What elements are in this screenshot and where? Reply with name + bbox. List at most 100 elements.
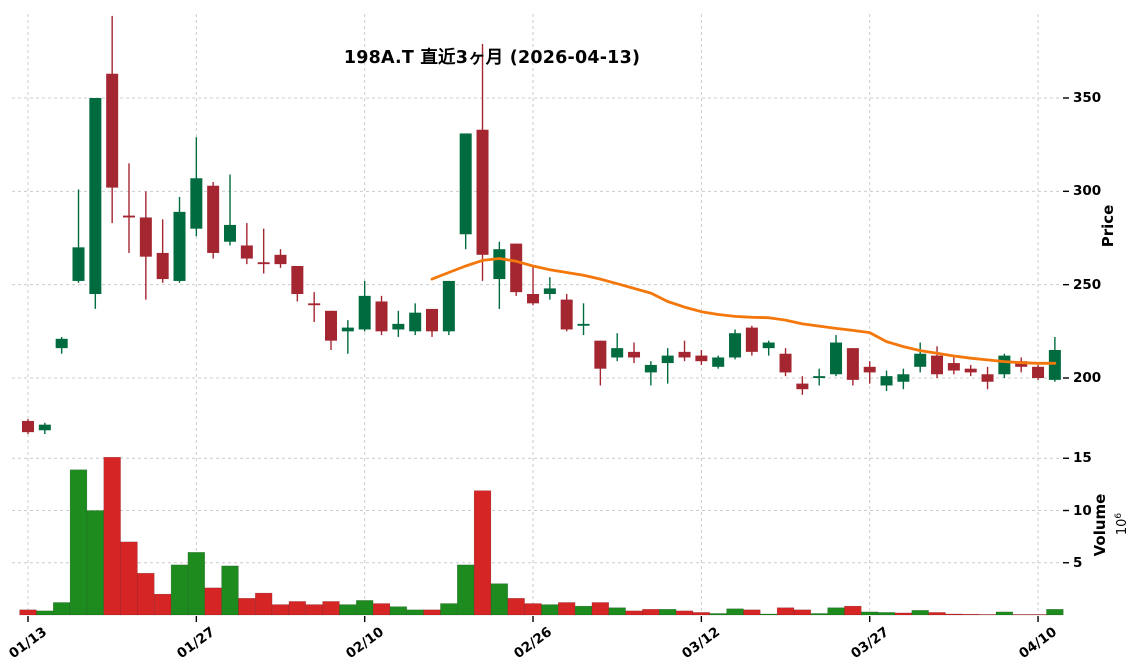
- candle-body: [106, 73, 119, 188]
- candle-body: [931, 355, 944, 375]
- volume-bar: [1012, 614, 1030, 616]
- volume-bar: [440, 603, 458, 616]
- volume-bar: [558, 602, 576, 616]
- volume-bar: [221, 565, 239, 616]
- candle-body: [813, 376, 826, 379]
- volume-bar: [154, 593, 172, 616]
- candle-body: [173, 211, 186, 281]
- volume-bar: [238, 598, 256, 616]
- volume-bar: [591, 602, 610, 616]
- candle-body: [257, 262, 270, 265]
- candle-body: [981, 374, 994, 382]
- volume-bar: [524, 603, 542, 616]
- price-axis-label: Price: [1099, 204, 1117, 248]
- volume-axis-label: Volume: [1091, 493, 1109, 557]
- candle-body: [89, 98, 102, 295]
- candle-body: [72, 247, 85, 281]
- volume-bar: [288, 601, 307, 616]
- volume-bar: [776, 607, 795, 616]
- candle-body: [291, 266, 304, 295]
- candle-body: [341, 327, 354, 332]
- volume-tick-label: 10: [1073, 502, 1092, 519]
- volume-bar: [389, 606, 408, 616]
- volume-bar: [625, 610, 643, 616]
- candle-body: [426, 308, 439, 332]
- volume-bar: [53, 602, 71, 616]
- volume-bar: [187, 552, 206, 616]
- candle-body: [325, 310, 338, 341]
- candle-body: [762, 342, 775, 349]
- candle-body: [846, 348, 859, 380]
- candle-body: [476, 129, 489, 255]
- candle-body: [914, 353, 927, 367]
- volume-bar: [137, 572, 155, 616]
- ma-line: [430, 257, 1057, 365]
- volume-bar: [659, 609, 677, 616]
- candle-body: [644, 364, 657, 373]
- volume-bar: [978, 614, 997, 616]
- candle-body: [796, 383, 809, 390]
- volume-bar: [36, 610, 54, 616]
- candle-body: [628, 351, 641, 358]
- volume-bar: [103, 456, 121, 616]
- candle-body: [543, 288, 556, 295]
- volume-bar: [911, 610, 929, 616]
- candle-body: [392, 323, 405, 330]
- candle-body: [55, 338, 68, 349]
- volume-bar: [406, 609, 424, 616]
- candle-body: [375, 301, 388, 332]
- candle-body: [493, 249, 506, 280]
- volume-bar: [844, 605, 862, 616]
- chart-title: 198A.T 直近3ヶ月 (2026-04-13): [343, 48, 641, 68]
- volume-bar: [19, 609, 37, 616]
- volume-bar: [473, 490, 492, 616]
- volume-bar: [995, 611, 1014, 616]
- candle-body: [207, 185, 220, 253]
- volume-bar: [69, 469, 88, 616]
- candle-body: [240, 245, 253, 259]
- candle-body: [998, 355, 1011, 375]
- volume-bar: [339, 604, 357, 616]
- candle-body: [897, 374, 910, 382]
- candle-body: [611, 348, 624, 358]
- volume-bar: [962, 613, 980, 616]
- volume-bar: [709, 613, 727, 616]
- volume-bar: [894, 612, 913, 616]
- candle-body: [745, 327, 758, 352]
- volume-scale-exponent: 6: [1113, 512, 1124, 519]
- volume-bar: [861, 611, 879, 616]
- volume-bar: [457, 564, 475, 616]
- volume-bar: [423, 609, 441, 616]
- candle-body: [695, 355, 708, 362]
- candle-body: [678, 351, 691, 358]
- volume-bar: [271, 604, 290, 616]
- volume-bar: [608, 607, 626, 616]
- candle-body: [560, 299, 573, 330]
- volume-bar: [541, 604, 559, 616]
- volume-bar: [170, 564, 189, 616]
- volume-scale-base: 10: [1115, 518, 1131, 536]
- candle-body: [830, 342, 843, 375]
- volume-bar: [760, 613, 778, 616]
- volume-bar: [877, 612, 896, 616]
- candle-body: [190, 178, 203, 229]
- candle-body: [510, 243, 523, 293]
- candle-body: [358, 295, 371, 330]
- volume-bar: [827, 607, 845, 616]
- volume-bar: [726, 608, 744, 616]
- volume-bar: [490, 583, 509, 616]
- candle-body: [661, 355, 674, 364]
- candle-body: [779, 353, 792, 373]
- candle-body: [224, 224, 237, 242]
- candle-body: [1032, 366, 1045, 379]
- volume-scale-label: 106: [1114, 513, 1130, 535]
- candle-body: [880, 376, 893, 386]
- candle-body: [964, 368, 977, 373]
- volume-tick-label: 5: [1073, 554, 1083, 571]
- volume-bar: [86, 510, 105, 616]
- volume-bar: [204, 587, 222, 616]
- volume-bar: [356, 600, 374, 616]
- candle-body: [1048, 350, 1061, 380]
